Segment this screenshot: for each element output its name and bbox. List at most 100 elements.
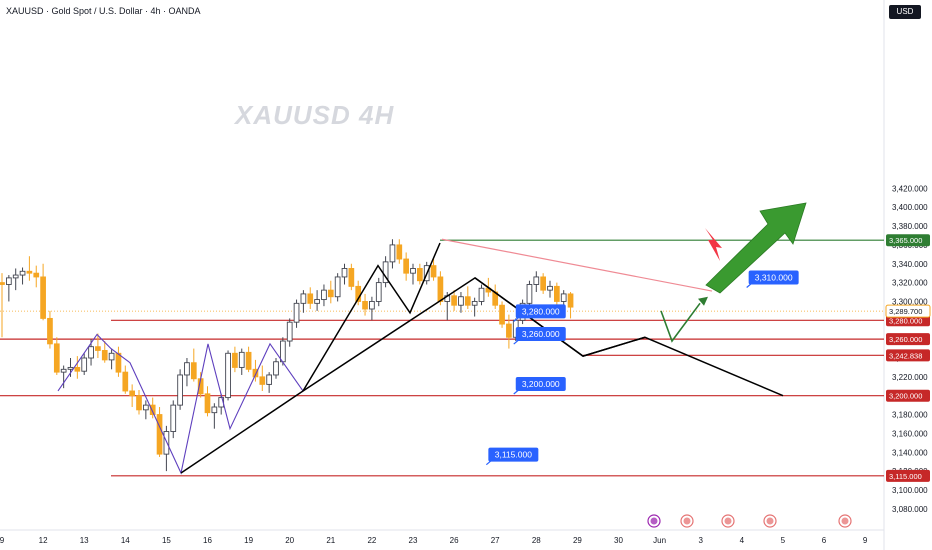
candle-body[interactable] bbox=[129, 390, 136, 397]
candle-body[interactable] bbox=[177, 374, 183, 406]
y-tick-label: 3,160.000 bbox=[892, 429, 928, 438]
level-price-tag bbox=[886, 333, 930, 346]
candle-body[interactable] bbox=[149, 404, 156, 416]
x-tick-label: 12 bbox=[39, 536, 48, 545]
level-price-tag bbox=[886, 349, 930, 362]
candle-body[interactable] bbox=[273, 361, 279, 376]
candle-body[interactable] bbox=[108, 352, 115, 361]
y-tick-label: 3,380.000 bbox=[892, 222, 928, 231]
candle-body[interactable] bbox=[348, 268, 355, 287]
candle-body[interactable] bbox=[67, 366, 74, 370]
candle-body[interactable] bbox=[478, 287, 485, 302]
candle-body[interactable] bbox=[547, 285, 553, 291]
candle-body[interactable] bbox=[33, 272, 40, 278]
candle-body[interactable] bbox=[499, 304, 505, 325]
price-callout-box bbox=[515, 304, 566, 319]
candle-body[interactable] bbox=[314, 299, 320, 304]
candle-body[interactable] bbox=[12, 274, 19, 279]
candle-body[interactable] bbox=[464, 296, 471, 306]
candle-body[interactable] bbox=[122, 371, 129, 392]
candle-body[interactable] bbox=[5, 277, 12, 285]
candle-body[interactable] bbox=[238, 351, 245, 368]
candle-body[interactable] bbox=[53, 343, 60, 373]
candle-body[interactable] bbox=[293, 302, 300, 323]
candle-body[interactable] bbox=[437, 276, 444, 302]
candle-body[interactable] bbox=[567, 293, 574, 308]
candle-body[interactable] bbox=[115, 352, 122, 373]
candle-body[interactable] bbox=[211, 406, 218, 414]
candle-body[interactable] bbox=[375, 282, 382, 302]
candle-body[interactable] bbox=[170, 404, 177, 432]
candle-body[interactable] bbox=[300, 293, 307, 304]
level-price-label: 3,280.000 bbox=[889, 316, 922, 325]
candle-body[interactable] bbox=[417, 268, 423, 282]
candle-body[interactable] bbox=[88, 346, 94, 359]
candle-body[interactable] bbox=[540, 276, 547, 291]
x-tick-label: 28 bbox=[532, 536, 541, 545]
candle-body[interactable] bbox=[430, 265, 437, 278]
candle-body[interactable] bbox=[184, 362, 190, 376]
candle-body[interactable] bbox=[259, 376, 266, 385]
candle-body[interactable] bbox=[389, 244, 396, 263]
candle-body[interactable] bbox=[458, 296, 464, 306]
candle-body[interactable] bbox=[204, 393, 211, 414]
candle-body[interactable] bbox=[307, 293, 314, 304]
candle-body[interactable] bbox=[526, 284, 533, 304]
candle-body[interactable] bbox=[369, 301, 375, 310]
candle-body[interactable] bbox=[190, 362, 197, 380]
projection-line bbox=[582, 336, 784, 397]
candle-body[interactable] bbox=[0, 282, 5, 285]
y-tick-label: 3,300.000 bbox=[892, 297, 928, 306]
candle-body[interactable] bbox=[396, 244, 403, 260]
bearish-arrow bbox=[705, 228, 722, 261]
candle-body[interactable] bbox=[95, 346, 101, 351]
candle-body[interactable] bbox=[266, 374, 273, 385]
level-price-tag bbox=[886, 234, 930, 247]
currency-button[interactable]: USD bbox=[889, 5, 921, 19]
y-tick-label: 3,220.000 bbox=[892, 373, 928, 382]
candle-body[interactable] bbox=[232, 352, 238, 368]
trend-line bbox=[302, 242, 441, 392]
candle-body[interactable] bbox=[163, 431, 170, 455]
candle-body[interactable] bbox=[341, 268, 348, 278]
candle-body[interactable] bbox=[327, 289, 334, 298]
candle-body[interactable] bbox=[19, 270, 26, 276]
price-callout-pointer bbox=[513, 315, 521, 322]
candle-body[interactable] bbox=[403, 258, 410, 274]
price-callout-label: 3,310.000 bbox=[755, 272, 793, 282]
candle-body[interactable] bbox=[286, 321, 293, 342]
candle-body[interactable] bbox=[506, 323, 512, 338]
candle-body[interactable] bbox=[410, 268, 416, 274]
level-price-label: 3,365.000 bbox=[889, 236, 922, 245]
price-callout-pointer bbox=[513, 388, 521, 395]
candle-body[interactable] bbox=[321, 289, 327, 301]
price-callout-pointer bbox=[485, 459, 493, 466]
candle-body[interactable] bbox=[60, 368, 67, 373]
candle-body[interactable] bbox=[74, 366, 81, 372]
candle-body[interactable] bbox=[471, 301, 478, 306]
level-price-tag bbox=[886, 389, 930, 402]
candle-body[interactable] bbox=[26, 270, 33, 274]
candle-body[interactable] bbox=[362, 301, 368, 310]
candle-body[interactable] bbox=[252, 368, 259, 378]
candle-body[interactable] bbox=[101, 350, 108, 361]
candle-body[interactable] bbox=[136, 395, 142, 411]
candle-body[interactable] bbox=[225, 352, 231, 399]
candle-body[interactable] bbox=[280, 340, 286, 363]
y-tick-label: 3,340.000 bbox=[892, 260, 928, 269]
bullish-arrow bbox=[705, 202, 807, 294]
candle-body[interactable] bbox=[533, 276, 540, 285]
candle-body[interactable] bbox=[334, 276, 341, 298]
candle-body[interactable] bbox=[560, 293, 567, 302]
candle-body[interactable] bbox=[451, 295, 457, 306]
candle-body[interactable] bbox=[81, 357, 88, 372]
candle-body[interactable] bbox=[245, 351, 252, 370]
candle-body[interactable] bbox=[142, 404, 149, 411]
candle-body[interactable] bbox=[47, 317, 53, 345]
chart-title: XAUUSD · Gold Spot / U.S. Dollar · 4h · … bbox=[6, 6, 201, 16]
candle-body[interactable] bbox=[554, 285, 560, 302]
candle-body[interactable] bbox=[40, 276, 46, 319]
candle-body[interactable] bbox=[156, 414, 163, 455]
event-marker-dot bbox=[766, 517, 774, 525]
